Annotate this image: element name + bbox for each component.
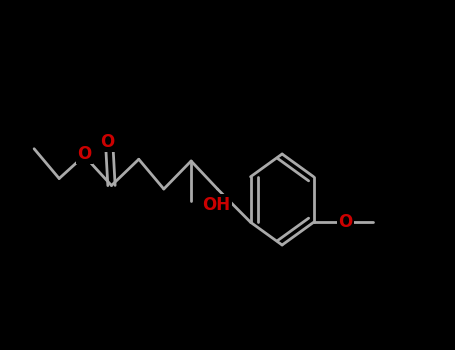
Text: O: O [77, 145, 91, 163]
Text: OH: OH [202, 196, 231, 214]
Text: O: O [100, 133, 114, 151]
Text: O: O [339, 213, 353, 231]
